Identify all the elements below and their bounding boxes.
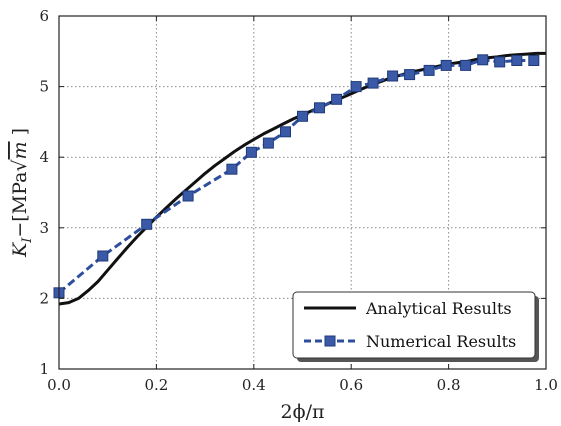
numerical-point bbox=[423, 64, 435, 76]
numerical-point bbox=[262, 137, 274, 149]
numerical-point bbox=[97, 250, 109, 262]
numerical-point bbox=[141, 218, 153, 230]
y-axis-label: KI−[MPa√m ] bbox=[9, 128, 35, 258]
y-tick-label: 6 bbox=[39, 7, 49, 25]
y-tick-label: 5 bbox=[39, 78, 49, 96]
y-tick-label: 4 bbox=[39, 148, 49, 166]
numerical-point bbox=[331, 93, 343, 105]
x-tick-label: 0.2 bbox=[144, 376, 168, 394]
numerical-point bbox=[280, 126, 291, 138]
legend-marker-numerical bbox=[324, 335, 336, 347]
numerical-point bbox=[528, 55, 540, 66]
numerical-point bbox=[367, 77, 379, 89]
x-tick-label: 0.4 bbox=[242, 376, 266, 394]
y-label-close: ] bbox=[9, 128, 31, 141]
numerical-point bbox=[494, 56, 506, 68]
y-label-radicand: m bbox=[9, 141, 31, 159]
series-line-analytical bbox=[58, 51, 546, 306]
y-tick-label: 2 bbox=[39, 289, 49, 307]
numerical-point bbox=[511, 55, 523, 66]
y-label-open: [MPa bbox=[9, 172, 31, 222]
series-line-numerical bbox=[58, 58, 534, 294]
x-tick-label: 0.0 bbox=[47, 376, 71, 394]
numerical-point bbox=[350, 81, 362, 93]
x-tick-label: 1.0 bbox=[534, 376, 558, 394]
numerical-point bbox=[226, 163, 238, 175]
y-tick-label: 1 bbox=[39, 360, 49, 378]
legend-label-numerical: Numerical Results bbox=[366, 332, 516, 351]
numerical-point bbox=[460, 59, 472, 71]
plot-frame bbox=[58, 15, 547, 370]
x-tick-label: 0.8 bbox=[437, 376, 461, 394]
y-label-dash: − bbox=[9, 222, 31, 238]
numerical-point bbox=[477, 54, 489, 66]
y-tick-label: 3 bbox=[39, 219, 49, 237]
numerical-point bbox=[440, 59, 452, 71]
legend: Analytical Results Numerical Results bbox=[292, 291, 539, 362]
numerical-point bbox=[182, 190, 194, 202]
numerical-point bbox=[404, 69, 416, 81]
numerical-point bbox=[387, 70, 399, 82]
numerical-point bbox=[314, 102, 325, 114]
y-label-subscript: I bbox=[20, 237, 35, 244]
y-label-radical: √ bbox=[9, 159, 31, 172]
legend-label-analytical: Analytical Results bbox=[365, 299, 512, 318]
x-tick-label: 0.6 bbox=[339, 376, 363, 394]
grid bbox=[59, 16, 546, 369]
numerical-point bbox=[297, 110, 308, 122]
numerical-point bbox=[245, 146, 257, 158]
y-label-symbol: K bbox=[9, 241, 31, 258]
x-axis-label: 2ϕ/π bbox=[281, 401, 325, 423]
plot-series bbox=[53, 51, 546, 306]
axis-ticks: 0.0 0.2 0.4 0.6 0.8 1.0 1 2 3 4 5 6 bbox=[39, 7, 557, 394]
